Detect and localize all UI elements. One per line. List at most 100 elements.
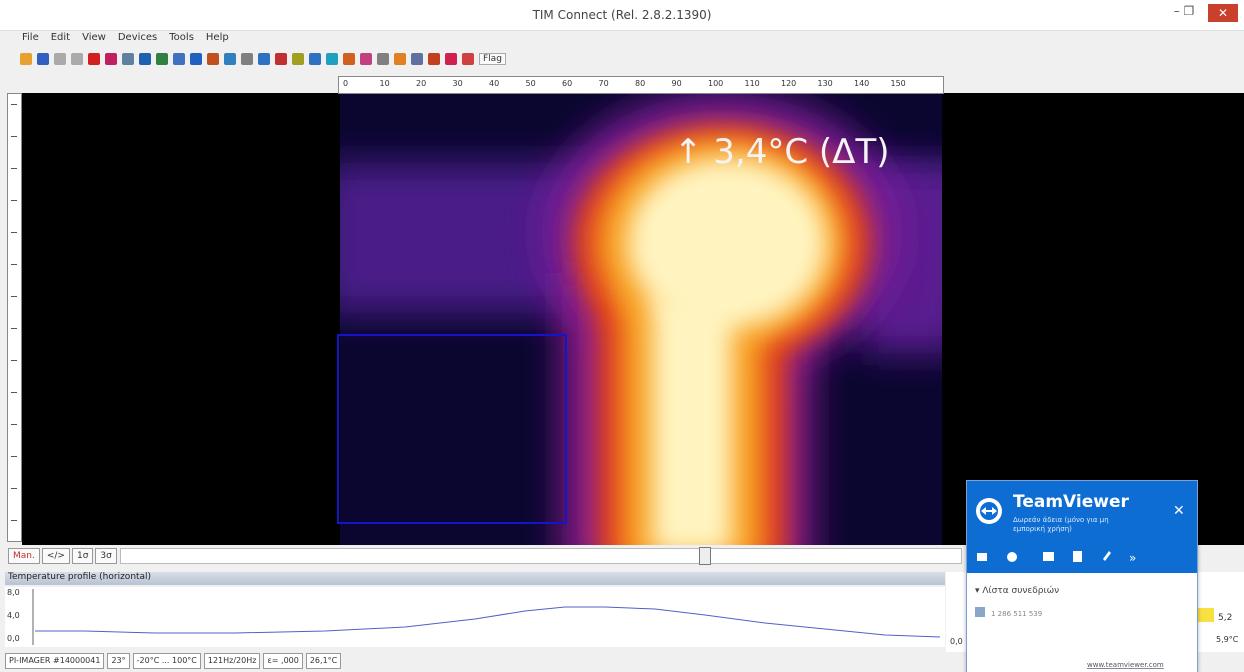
ruler-tick bbox=[11, 456, 17, 457]
vertical-ruler bbox=[7, 93, 22, 542]
toolbar-icon[interactable] bbox=[88, 53, 100, 65]
ruler-label: 40 bbox=[489, 79, 499, 88]
menu-item[interactable]: Edit bbox=[51, 32, 70, 46]
menu-item[interactable]: Devices bbox=[118, 32, 157, 46]
ruler-label: 60 bbox=[562, 79, 572, 88]
window-controls[interactable]: – ❐ bbox=[1164, 4, 1204, 22]
menu-bar: File Edit View Devices Tools Help bbox=[0, 32, 229, 46]
toolbar-icon[interactable] bbox=[258, 53, 270, 65]
y-label: 4,0 bbox=[7, 611, 20, 620]
toolbar-icon[interactable] bbox=[462, 53, 474, 65]
ruler-label: 120 bbox=[781, 79, 796, 88]
y-label: 0,0 bbox=[7, 634, 20, 643]
ruler-label: 80 bbox=[635, 79, 645, 88]
toolbar-icon[interactable] bbox=[309, 53, 321, 65]
ruler-tick bbox=[11, 200, 17, 201]
tv-header-svg: TeamViewer Δωρεάν άδεια (μόνο για μη εμπ… bbox=[967, 481, 1197, 573]
toolbar-icon[interactable] bbox=[207, 53, 219, 65]
tv-section: ▾ Λίστα συνεδριών bbox=[975, 585, 1059, 596]
ruler-label: 130 bbox=[818, 79, 833, 88]
toolbar-icon[interactable] bbox=[394, 53, 406, 65]
side-label: 0,0 bbox=[950, 637, 963, 646]
toolbar-icon[interactable] bbox=[139, 53, 151, 65]
ruler-tick bbox=[11, 488, 17, 489]
profile-svg: 8,0 4,0 0,0 bbox=[5, 587, 945, 647]
scale-button[interactable]: 1σ bbox=[72, 548, 93, 564]
ruler-tick bbox=[11, 520, 17, 521]
scale-button[interactable]: </> bbox=[42, 548, 70, 564]
tv-close[interactable]: ✕ bbox=[1173, 503, 1185, 519]
ruler-tick bbox=[11, 104, 17, 105]
toolbar-icon[interactable] bbox=[292, 53, 304, 65]
tv-session-icon bbox=[975, 607, 985, 617]
status-cell: 23° bbox=[107, 653, 129, 669]
scale-button[interactable]: Man. bbox=[8, 548, 40, 564]
tv-link[interactable]: www.teamviewer.com bbox=[1087, 661, 1164, 669]
menu-item[interactable]: View bbox=[82, 32, 106, 46]
side-label: 5,9°C bbox=[1216, 635, 1239, 644]
toolbar-icon[interactable] bbox=[71, 53, 83, 65]
toolbar-icon[interactable] bbox=[190, 53, 202, 65]
toolbar-icon[interactable] bbox=[54, 53, 66, 65]
status-cell: 121Hz/20Hz bbox=[204, 653, 261, 669]
toolbar-button[interactable]: Flag bbox=[479, 53, 506, 65]
ruler-tick bbox=[11, 232, 17, 233]
ruler-tick bbox=[11, 328, 17, 329]
toolbar-icon[interactable] bbox=[445, 53, 457, 65]
toolbar-icon[interactable] bbox=[360, 53, 372, 65]
ruler-tick bbox=[11, 168, 17, 169]
toolbar-icon[interactable] bbox=[105, 53, 117, 65]
window-title: TIM Connect (Rel. 2.8.2.1390) bbox=[0, 8, 1244, 22]
scale-button[interactable]: 3σ bbox=[95, 548, 116, 564]
ruler-label: 0 bbox=[343, 79, 348, 88]
ruler-label: 70 bbox=[599, 79, 609, 88]
slider-thumb[interactable] bbox=[699, 547, 711, 565]
toolbar-icon[interactable] bbox=[224, 53, 236, 65]
app-window: TIM Connect (Rel. 2.8.2.1390) – ❐ ✕ File… bbox=[0, 0, 1244, 672]
close-button[interactable]: ✕ bbox=[1208, 4, 1238, 22]
toolbar-icon[interactable] bbox=[241, 53, 253, 65]
ruler-label: 100 bbox=[708, 79, 723, 88]
ruler-label: 140 bbox=[854, 79, 869, 88]
tv-session[interactable]: 1 286 511 539 bbox=[991, 610, 1042, 618]
toolbar-icon[interactable] bbox=[428, 53, 440, 65]
scale-buttons: Man.</>1σ3σ bbox=[8, 548, 117, 564]
status-cell: 26,1°C bbox=[306, 653, 341, 669]
y-label: 8,0 bbox=[7, 588, 20, 597]
ruler-tick bbox=[11, 296, 17, 297]
panel-header: Temperature profile (horizontal) bbox=[5, 572, 945, 585]
tv-brand: TeamViewer bbox=[1013, 492, 1130, 512]
status-bar: PI-IMAGER #1400004123°-20°C ... 100°C121… bbox=[5, 653, 341, 669]
toolbar-icon[interactable] bbox=[20, 53, 32, 65]
menu-item[interactable]: File bbox=[22, 32, 39, 46]
ruler-label: 50 bbox=[526, 79, 536, 88]
profile-line bbox=[35, 607, 940, 637]
toolbar-icon[interactable] bbox=[122, 53, 134, 65]
tv-body: ▾ Λίστα συνεδριών 1 286 511 539 www.team… bbox=[967, 573, 1197, 672]
tv-actions[interactable]: » bbox=[977, 551, 1136, 565]
toolbar-icon[interactable] bbox=[275, 53, 287, 65]
toolbar-icon[interactable] bbox=[326, 53, 338, 65]
menu-item[interactable]: Tools bbox=[169, 32, 194, 46]
ruler-label: 150 bbox=[891, 79, 906, 88]
ruler-label: 30 bbox=[453, 79, 463, 88]
slider[interactable] bbox=[120, 548, 962, 564]
ruler-tick bbox=[11, 136, 17, 137]
menu-item[interactable]: Help bbox=[206, 32, 229, 46]
toolbar-icon[interactable] bbox=[156, 53, 168, 65]
toolbar-icon[interactable] bbox=[37, 53, 49, 65]
toolbar-icon[interactable] bbox=[173, 53, 185, 65]
ruler-tick bbox=[11, 264, 17, 265]
ruler-label: 90 bbox=[672, 79, 682, 88]
title-bar: TIM Connect (Rel. 2.8.2.1390) – ❐ ✕ bbox=[0, 0, 1244, 31]
toolbar: Flag bbox=[20, 50, 506, 68]
ruler-tick bbox=[11, 392, 17, 393]
ruler-tick bbox=[11, 424, 17, 425]
toolbar-icon[interactable] bbox=[343, 53, 355, 65]
ruler-tick bbox=[11, 360, 17, 361]
toolbar-icon[interactable] bbox=[377, 53, 389, 65]
status-cell: PI-IMAGER #14000041 bbox=[5, 653, 104, 669]
toolbar-icon[interactable] bbox=[411, 53, 423, 65]
status-cell: ε= ,000 bbox=[263, 653, 302, 669]
